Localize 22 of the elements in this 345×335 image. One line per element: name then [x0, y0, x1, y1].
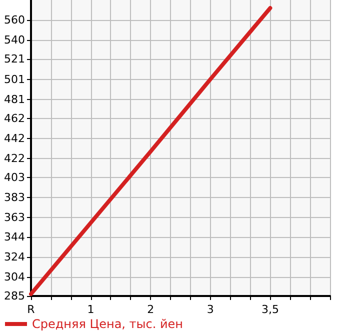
y-tick-label: 540: [4, 34, 25, 47]
legend-label: Средняя Цена, тыс. йен: [32, 317, 184, 331]
y-tick-label: 403: [4, 171, 25, 184]
x-tick-label: R: [27, 303, 36, 316]
y-tick-label: 442: [4, 132, 25, 145]
y-tick-label: 285: [4, 290, 25, 302]
y-tick-label: 422: [4, 152, 25, 166]
y-tick-label: 521: [4, 52, 25, 66]
y-tick-label: 344: [4, 230, 25, 244]
y-tick-label: 324: [4, 250, 25, 264]
x-tick-label: 3,5: [261, 303, 279, 316]
y-tick-label: 462: [4, 112, 25, 125]
y-tick-label: 481: [4, 92, 25, 106]
line-series: [29, 6, 272, 296]
y-tick-label: 560: [4, 14, 25, 27]
y-tick-label: 383: [4, 191, 25, 204]
x-tick-label: 2: [147, 303, 154, 316]
y-tick-label: 304: [4, 270, 25, 284]
x-tick-label: 3: [206, 303, 214, 316]
x-tick-label: 1: [87, 303, 94, 316]
y-tick-label: 363: [4, 211, 25, 224]
y-tick-label: 501: [4, 72, 25, 86]
